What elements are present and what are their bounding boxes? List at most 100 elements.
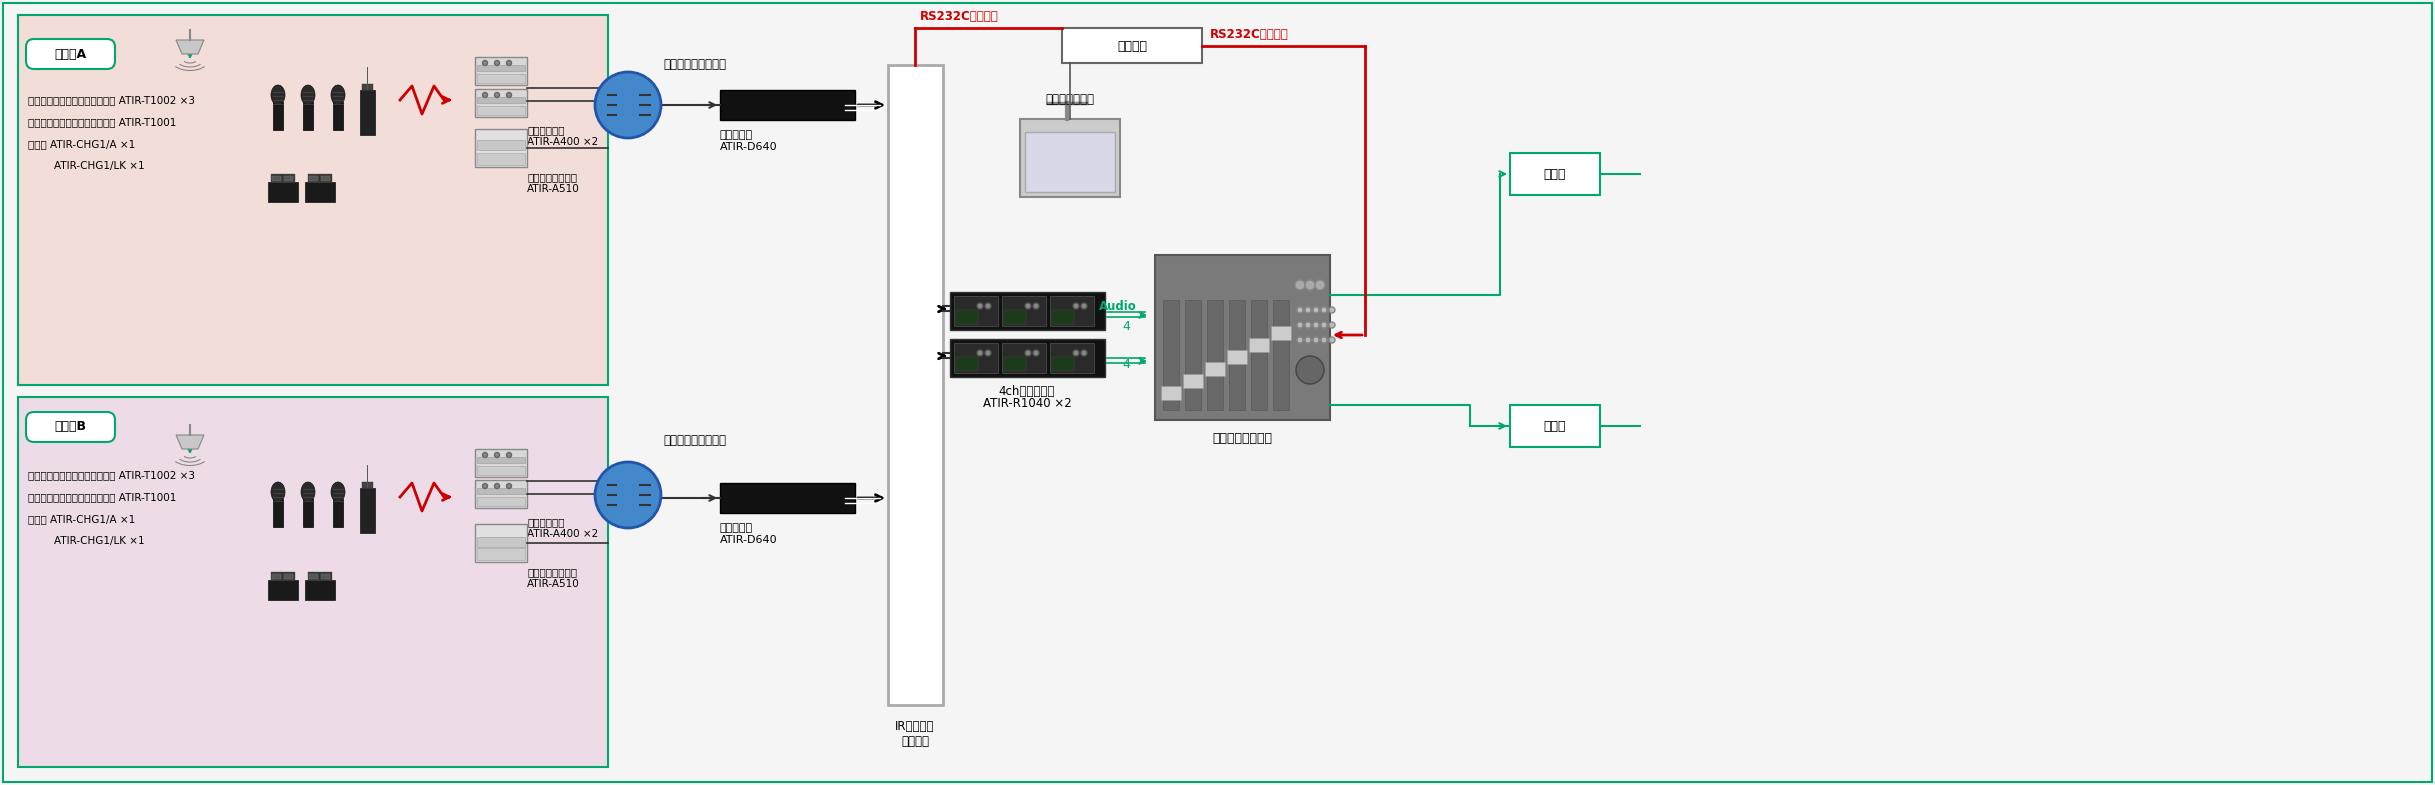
Bar bbox=[477, 548, 526, 560]
Bar bbox=[889, 65, 942, 705]
Bar bbox=[477, 65, 526, 71]
Circle shape bbox=[1081, 350, 1086, 356]
Bar bbox=[321, 176, 331, 181]
Text: ユニット: ユニット bbox=[901, 735, 930, 748]
Text: 制御装置: 制御装置 bbox=[1118, 39, 1147, 53]
Bar bbox=[477, 497, 526, 506]
Bar bbox=[1003, 357, 1025, 371]
Bar bbox=[273, 499, 282, 527]
Circle shape bbox=[1032, 303, 1040, 309]
Bar bbox=[1274, 300, 1288, 410]
Circle shape bbox=[1312, 307, 1320, 313]
Text: 受光ユニット: 受光ユニット bbox=[526, 125, 565, 135]
Bar bbox=[721, 483, 855, 513]
FancyBboxPatch shape bbox=[27, 39, 114, 69]
Bar bbox=[957, 310, 979, 324]
FancyBboxPatch shape bbox=[27, 412, 114, 442]
Text: 充電器 ATIR-CHG1/A ×1: 充電器 ATIR-CHG1/A ×1 bbox=[27, 139, 136, 149]
Ellipse shape bbox=[331, 482, 346, 502]
Circle shape bbox=[1315, 280, 1325, 290]
Text: ボディパックトランスミッター ATIR-T1001: ボディパックトランスミッター ATIR-T1001 bbox=[27, 492, 175, 502]
Bar bbox=[273, 574, 280, 579]
Bar bbox=[285, 176, 292, 181]
Bar bbox=[955, 296, 998, 326]
Bar bbox=[268, 182, 297, 202]
Bar bbox=[1271, 326, 1291, 340]
Bar bbox=[477, 97, 526, 103]
Bar bbox=[721, 90, 855, 120]
Ellipse shape bbox=[270, 85, 285, 105]
Bar bbox=[302, 102, 314, 130]
Circle shape bbox=[1305, 337, 1310, 343]
Bar bbox=[302, 499, 314, 527]
Bar bbox=[334, 102, 343, 130]
Text: ケーブル長自動補正: ケーブル長自動補正 bbox=[662, 59, 726, 71]
Text: ケーブル長自動補正: ケーブル長自動補正 bbox=[662, 433, 726, 447]
Circle shape bbox=[482, 60, 487, 65]
Circle shape bbox=[986, 303, 991, 309]
Bar bbox=[1252, 300, 1266, 410]
Circle shape bbox=[1298, 307, 1303, 313]
Text: 広域受光ユニット: 広域受光ユニット bbox=[526, 567, 577, 577]
Circle shape bbox=[1330, 307, 1334, 313]
Circle shape bbox=[494, 93, 499, 97]
Bar bbox=[477, 74, 526, 83]
Text: ハンドヘルドトランスミッター ATIR-T1002 ×3: ハンドヘルドトランスミッター ATIR-T1002 ×3 bbox=[27, 470, 195, 480]
Text: ATIR-R1040 ×2: ATIR-R1040 ×2 bbox=[984, 397, 1071, 410]
Bar bbox=[475, 480, 526, 508]
Bar bbox=[475, 89, 526, 117]
Text: ATIR-D640: ATIR-D640 bbox=[721, 142, 777, 152]
Circle shape bbox=[986, 350, 991, 356]
Bar bbox=[273, 176, 280, 181]
Bar bbox=[321, 574, 331, 579]
Bar bbox=[360, 488, 375, 533]
Bar bbox=[1025, 132, 1115, 192]
Circle shape bbox=[1305, 307, 1310, 313]
Bar bbox=[363, 84, 373, 90]
Bar bbox=[309, 574, 319, 579]
Circle shape bbox=[976, 350, 984, 356]
Circle shape bbox=[1074, 303, 1079, 309]
Text: タッチパネル等: タッチパネル等 bbox=[1045, 93, 1093, 106]
Bar bbox=[1020, 119, 1120, 197]
Bar bbox=[477, 106, 526, 115]
Bar bbox=[1052, 310, 1074, 324]
Bar bbox=[477, 457, 526, 463]
Bar bbox=[477, 140, 526, 150]
Bar bbox=[957, 357, 979, 371]
Circle shape bbox=[494, 452, 499, 458]
Bar bbox=[477, 537, 526, 547]
Bar bbox=[1049, 296, 1093, 326]
Bar bbox=[285, 574, 292, 579]
Bar bbox=[1062, 28, 1203, 63]
Text: ATIR-A400 ×2: ATIR-A400 ×2 bbox=[526, 137, 599, 147]
Circle shape bbox=[1305, 322, 1310, 328]
Text: ATIR-A510: ATIR-A510 bbox=[526, 579, 580, 589]
Text: IR切り替え: IR切り替え bbox=[896, 720, 935, 733]
Text: 4: 4 bbox=[1123, 359, 1130, 371]
Text: ハンドヘルドトランスミッター ATIR-T1002 ×3: ハンドヘルドトランスミッター ATIR-T1002 ×3 bbox=[27, 95, 195, 105]
Bar bbox=[1001, 343, 1047, 373]
Ellipse shape bbox=[302, 482, 314, 502]
Bar bbox=[477, 488, 526, 494]
Bar bbox=[475, 524, 526, 562]
Text: 充電器 ATIR-CHG1/A ×1: 充電器 ATIR-CHG1/A ×1 bbox=[27, 514, 136, 524]
Circle shape bbox=[1025, 303, 1030, 309]
Polygon shape bbox=[175, 435, 205, 449]
Circle shape bbox=[1322, 322, 1327, 328]
Text: デジタルミキサー: デジタルミキサー bbox=[1213, 432, 1271, 445]
Bar bbox=[307, 174, 331, 182]
Bar bbox=[1001, 296, 1047, 326]
Bar bbox=[1208, 300, 1222, 410]
Bar bbox=[950, 292, 1105, 330]
Circle shape bbox=[494, 60, 499, 65]
Circle shape bbox=[1295, 356, 1325, 384]
Circle shape bbox=[1032, 350, 1040, 356]
Bar bbox=[1183, 374, 1203, 388]
Bar bbox=[1052, 357, 1074, 371]
Bar bbox=[950, 339, 1105, 377]
Bar bbox=[1205, 362, 1225, 376]
Bar bbox=[307, 572, 331, 580]
Circle shape bbox=[976, 303, 984, 309]
Circle shape bbox=[506, 484, 511, 488]
